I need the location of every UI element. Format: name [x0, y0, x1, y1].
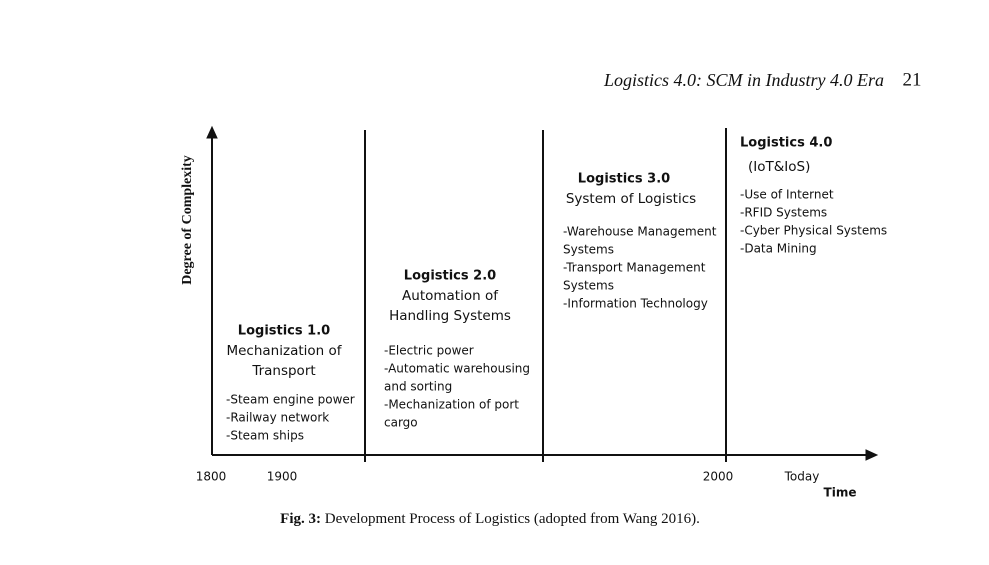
stage-item: -Railway network: [226, 411, 329, 425]
stage-item: -Steam engine power: [226, 393, 355, 407]
x-axis-label: Time: [824, 486, 857, 500]
stage-subtitle: Transport: [251, 363, 315, 379]
stage-item: -Cyber Physical Systems: [740, 224, 887, 238]
stage-item: -Use of Internet: [740, 188, 834, 202]
stage-title: Logistics 1.0: [238, 324, 330, 339]
stage-item: cargo: [384, 416, 418, 430]
y-axis-label: Degree of Complexity: [180, 155, 195, 285]
stage-subtitle: (IoT&IoS): [748, 159, 810, 175]
caption: Fig. 3: Development Process of Logistics…: [280, 511, 700, 527]
x-arrow: [865, 449, 879, 461]
stage-item: -Automatic warehousing: [384, 362, 530, 376]
stage-subtitle: Automation of: [402, 288, 499, 304]
stage-item: and sorting: [384, 380, 452, 394]
stage-item: -RFID Systems: [740, 206, 827, 220]
stage-title: Logistics 4.0: [740, 136, 832, 151]
stage-subtitle: System of Logistics: [566, 191, 696, 207]
time-label: Today: [784, 470, 820, 484]
stage-item: -Transport Management: [563, 261, 706, 275]
stage-item: -Steam ships: [226, 429, 304, 443]
time-label: 2000: [703, 470, 734, 484]
stage-item: -Warehouse Management: [563, 225, 717, 239]
stage-item: -Information Technology: [563, 297, 708, 311]
stage-title: Logistics 2.0: [404, 269, 496, 284]
page-number: 21: [903, 69, 922, 90]
time-label: 1900: [267, 470, 298, 484]
stage-item: Systems: [563, 279, 614, 293]
stage-item: Systems: [563, 243, 614, 257]
stage-item: -Data Mining: [740, 242, 817, 256]
time-label: 1800: [196, 470, 227, 484]
running-header: Logistics 4.0: SCM in Industry 4.0 Era: [603, 70, 884, 90]
stage-subtitle: Mechanization of: [226, 343, 342, 359]
stage-title: Logistics 3.0: [578, 172, 670, 187]
caption-label: Fig. 3:: [280, 511, 321, 527]
stage-subtitle: Handling Systems: [389, 308, 511, 324]
stage-item: -Electric power: [384, 344, 474, 358]
y-arrow: [206, 125, 218, 139]
caption-text: Development Process of Logistics (adopte…: [325, 511, 700, 527]
stage-item: -Mechanization of port: [384, 398, 519, 412]
